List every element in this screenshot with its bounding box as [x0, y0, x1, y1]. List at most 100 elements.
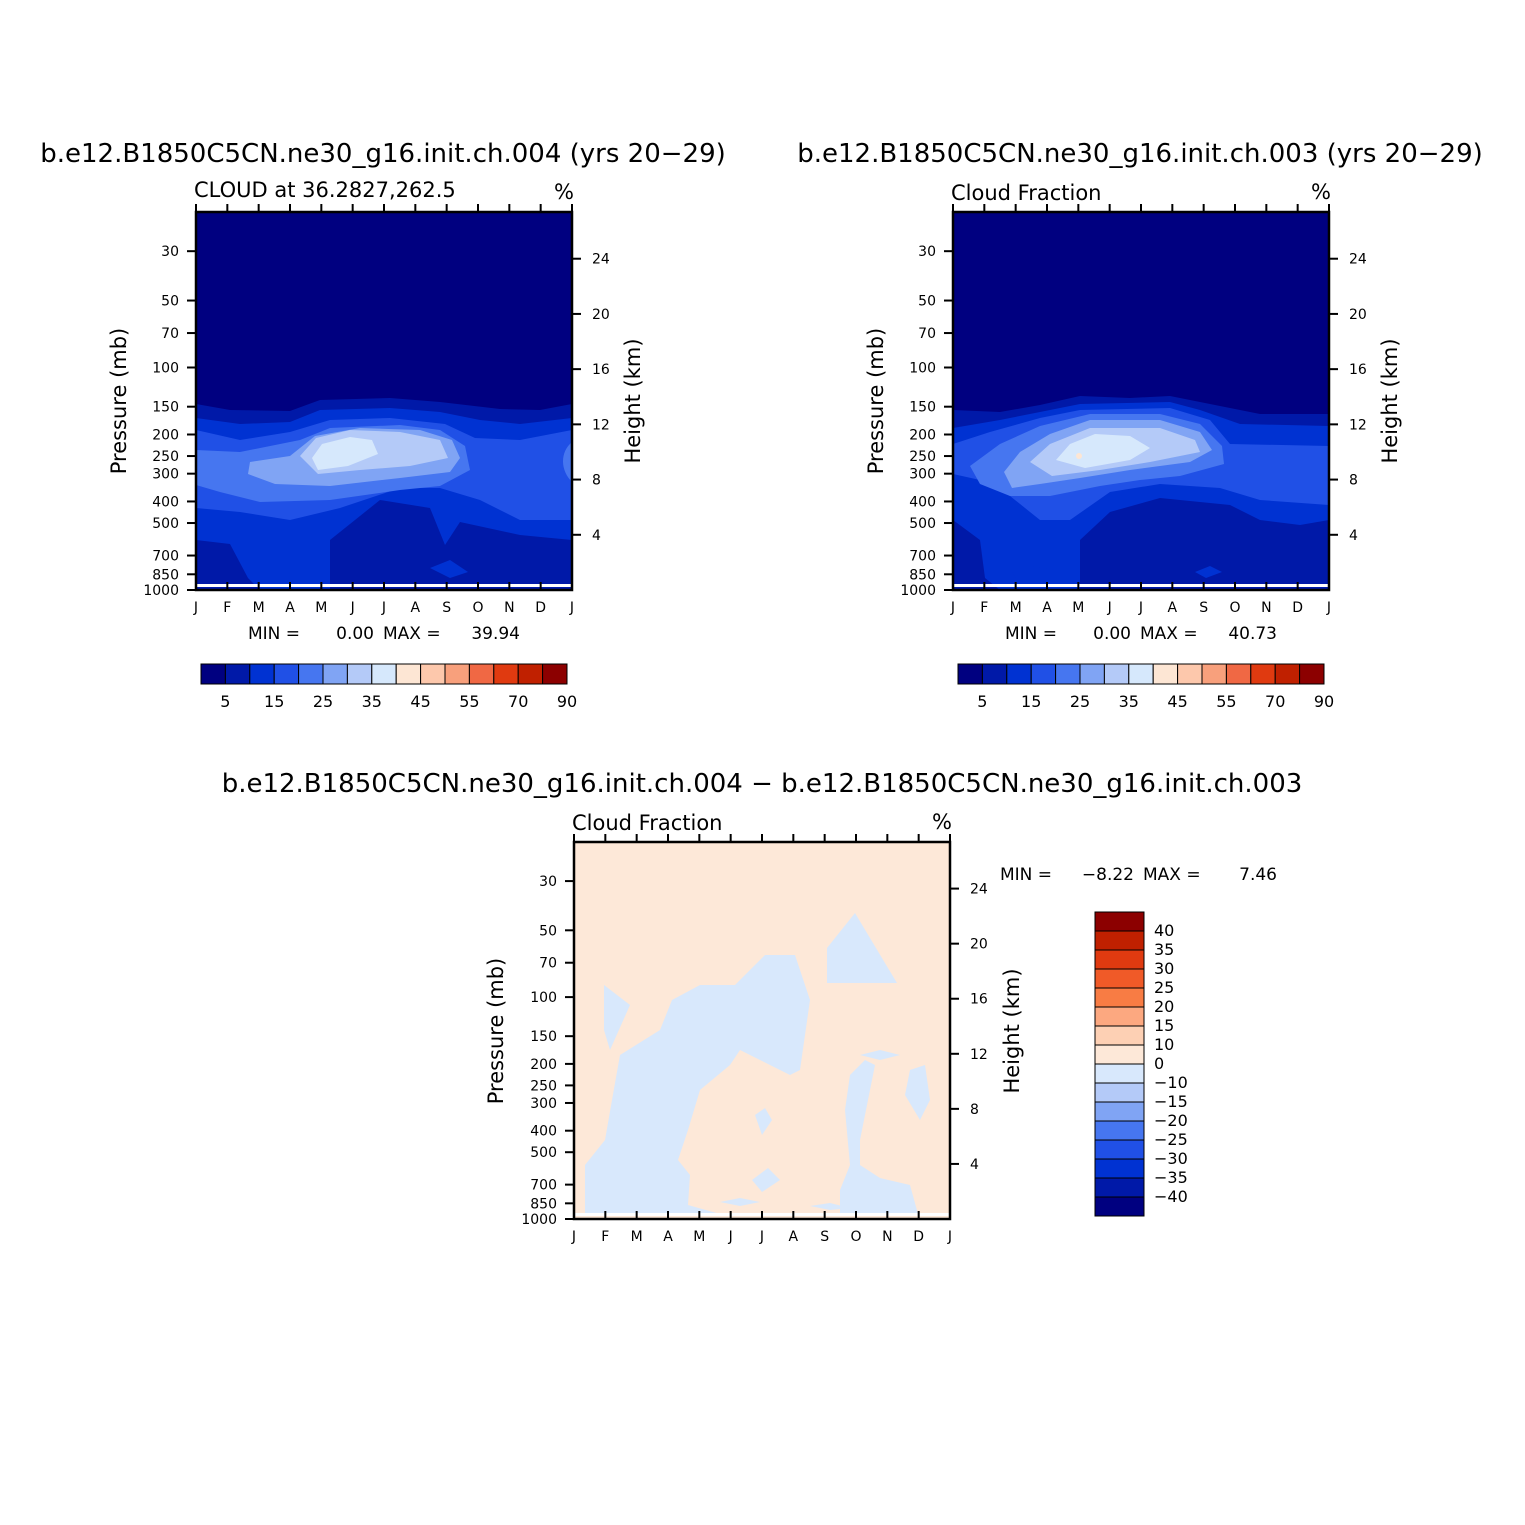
panel-b: b.e12.B1850C5CN.ne30_g16.init.ch.003 (yr… — [797, 139, 1483, 711]
colorbar-swatch — [1094, 1120, 1145, 1141]
panel-c-fill-negative-small-1 — [604, 985, 630, 1050]
colorbar-swatch — [1094, 1082, 1145, 1103]
y-tick-label: 30 — [918, 244, 936, 260]
y-tick-label: 850 — [909, 567, 936, 583]
y-tick-label: 250 — [530, 1078, 557, 1094]
x-tick-label: M — [693, 1229, 705, 1245]
y-right-tick-label: 24 — [592, 252, 610, 268]
y-right-tick-label: 24 — [1349, 252, 1367, 268]
y-tick-label: 300 — [909, 467, 936, 483]
colorbar-swatch — [1103, 663, 1130, 685]
colorbar-swatch — [1152, 663, 1179, 685]
panel-b-fill-peak — [1076, 453, 1082, 459]
panel-a-units: % — [554, 180, 574, 204]
colorbar-swatch — [1201, 663, 1227, 685]
colorbar-swatch — [1006, 663, 1032, 685]
y-tick-label: 70 — [918, 326, 936, 342]
colorbar-swatch — [981, 663, 1008, 685]
x-tick-label: J — [947, 1229, 952, 1245]
colorbar-swatch — [1094, 1063, 1145, 1084]
panel-a: b.e12.B1850C5CN.ne30_g16.init.ch.004 (yr… — [40, 139, 726, 711]
colorbar-swatch — [542, 663, 568, 685]
colorbar-swatch — [1225, 663, 1252, 685]
y-tick-label: 250 — [909, 449, 936, 465]
colorbar-label: 15 — [1021, 692, 1041, 711]
colorbar-label: 55 — [1216, 692, 1236, 711]
colorbar-swatch — [1094, 1025, 1145, 1046]
panel-c-fill-negative-upper-right — [827, 913, 897, 983]
colorbar-label: −15 — [1154, 1092, 1188, 1111]
x-tick-label: N — [1261, 600, 1271, 616]
panel-b-max-value: 40.73 — [1228, 624, 1277, 644]
x-tick-label: S — [1199, 600, 1208, 616]
colorbar-swatch — [493, 663, 519, 685]
panel-b-axes: J F M A M J J A S O N D J 30 50 70 100 150 200 250 300 400 500… — [900, 204, 1367, 616]
colorbar-swatch — [1055, 663, 1081, 685]
panel-b-colorbar: 5 15 25 35 45 55 70 90 — [957, 663, 1334, 711]
colorbar-label: 20 — [1154, 997, 1174, 1016]
y-tick-label: 30 — [161, 244, 179, 260]
colorbar-swatch — [1094, 1101, 1145, 1122]
x-tick-label: M — [1010, 600, 1022, 616]
panel-a-max-value: 39.94 — [471, 624, 520, 644]
colorbar-swatch — [346, 663, 373, 685]
panel-c-min-label: MIN = — [1000, 865, 1052, 885]
y-right-tick-label: 12 — [592, 417, 610, 433]
panel-c: b.e12.B1850C5CN.ne30_g16.init.ch.004 − b… — [222, 769, 1303, 1245]
panel-a-ylabel: Pressure (mb) — [107, 328, 131, 475]
colorbar-swatch — [249, 663, 275, 685]
colorbar-swatch — [957, 663, 983, 685]
colorbar-label: 45 — [1167, 692, 1187, 711]
colorbar-label: 0 — [1154, 1054, 1164, 1073]
y-right-tick-label: 16 — [1349, 362, 1367, 378]
x-tick-label: F — [223, 600, 231, 616]
panel-a-axes: J F M A M J J A S O N D J 30 50 70 100 150 200 250 300 400 500… — [143, 204, 610, 616]
panel-c-fill-negative-blob-2 — [752, 1168, 780, 1192]
panel-a-subtitle: CLOUD at 36.2827,262.5 — [194, 178, 456, 202]
y-tick-label: 250 — [152, 449, 179, 465]
y-right-tick-label: 8 — [970, 1102, 979, 1118]
panel-a-title: b.e12.B1850C5CN.ne30_g16.init.ch.004 (yr… — [40, 139, 726, 169]
panel-a-fill-right-edge — [563, 442, 572, 482]
y-tick-label: 50 — [539, 923, 557, 939]
colorbar-label: −25 — [1154, 1130, 1188, 1149]
x-tick-label: J — [1107, 600, 1112, 616]
panel-b-fill-lower-level-1 — [953, 498, 1329, 590]
y-right-tick-label: 20 — [1349, 307, 1367, 323]
colorbar-swatch — [1094, 1196, 1145, 1217]
colorbar-swatch — [1094, 949, 1145, 970]
x-tick-label: A — [1042, 600, 1052, 616]
x-tick-label: F — [980, 600, 988, 616]
panel-c-axes: J F M A M J J A S O N D J 30 50 70 100 150 200 250 300 400 500… — [521, 834, 988, 1245]
y-tick-label: 150 — [909, 400, 936, 416]
x-tick-label: J — [569, 600, 574, 616]
y-tick-label: 1000 — [143, 583, 179, 599]
colorbar-label: −10 — [1154, 1073, 1188, 1092]
panel-a-fill-level-7 — [312, 437, 378, 470]
panel-b-min-value: 0.00 — [1093, 624, 1131, 644]
colorbar-swatch — [517, 663, 544, 685]
y-tick-label: 50 — [161, 294, 179, 310]
x-tick-label: O — [850, 1229, 861, 1245]
panel-a-max-label: MAX = — [383, 624, 441, 644]
panel-b-title: b.e12.B1850C5CN.ne30_g16.init.ch.003 (yr… — [797, 139, 1483, 169]
y-right-tick-label: 20 — [970, 937, 988, 953]
colorbar-swatch — [1094, 1177, 1145, 1198]
colorbar-label: 25 — [1154, 978, 1174, 997]
colorbar-label: 90 — [1314, 692, 1334, 711]
y-tick-label: 500 — [530, 1145, 557, 1161]
colorbar-label: 70 — [508, 692, 528, 711]
colorbar-swatch — [1094, 911, 1145, 932]
x-tick-label: M — [253, 600, 265, 616]
panel-b-contours — [953, 212, 1329, 590]
x-tick-label: F — [601, 1229, 609, 1245]
colorbar-swatch — [1094, 1044, 1145, 1065]
y-tick-label: 1000 — [900, 583, 936, 599]
colorbar-label: −30 — [1154, 1149, 1188, 1168]
y-tick-label: 70 — [539, 956, 557, 972]
colorbar-swatch — [1299, 663, 1325, 685]
panel-b-fill-level-7 — [1056, 434, 1150, 468]
x-tick-label: J — [728, 1229, 733, 1245]
